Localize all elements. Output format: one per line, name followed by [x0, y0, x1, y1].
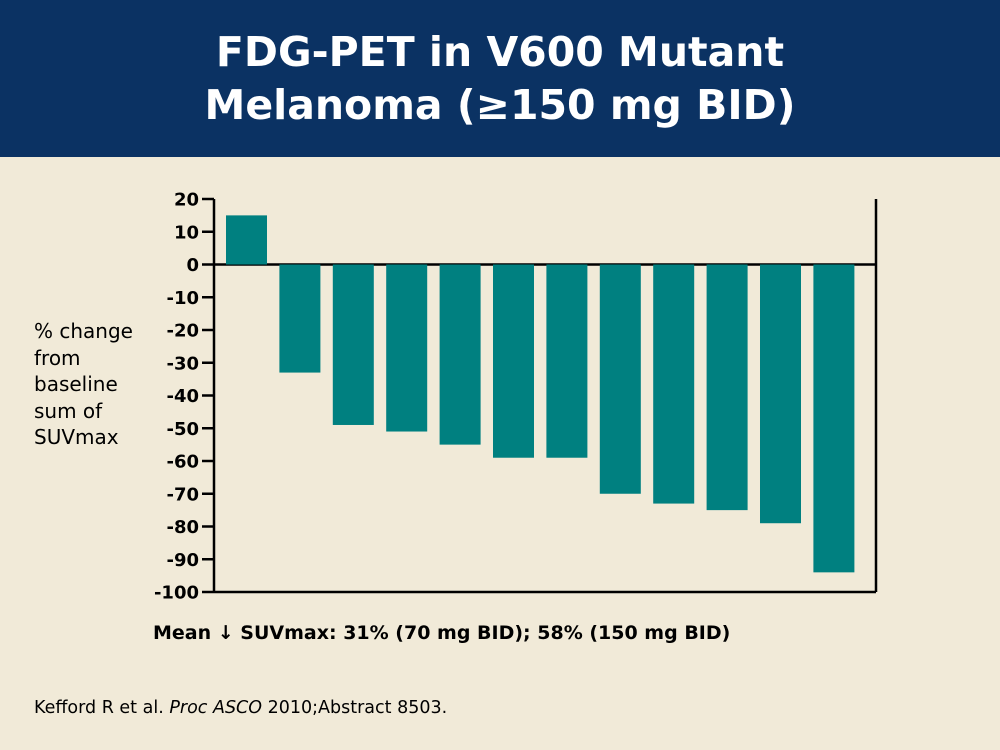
- title-banner: FDG-PET in V600 Mutant Melanoma (≥150 mg…: [0, 0, 1000, 157]
- y-tick-label: -60: [166, 452, 199, 473]
- slide-title: FDG-PET in V600 Mutant Melanoma (≥150 mg…: [204, 27, 796, 129]
- bar: [653, 264, 695, 504]
- y-tick-label: 10: [174, 222, 199, 243]
- y-tick-label: -40: [166, 386, 199, 407]
- citation-rest: 2010;Abstract 8503.: [262, 698, 448, 718]
- bar: [546, 264, 588, 458]
- citation-journal: Proc ASCO: [169, 698, 263, 718]
- bar: [386, 264, 428, 432]
- bar: [226, 215, 267, 265]
- y-tick-label: 0: [186, 255, 199, 276]
- y-tick-label: -90: [166, 550, 199, 571]
- y-tick-label: -10: [166, 288, 199, 309]
- y-tick-label: -30: [166, 353, 199, 374]
- citation: Kefford R et al. Proc ASCO 2010;Abstract…: [34, 698, 447, 718]
- bar: [599, 264, 641, 494]
- y-tick-label: 20: [174, 190, 199, 211]
- bar: [760, 264, 801, 524]
- y-tick-label: -80: [166, 517, 199, 538]
- bar: [332, 264, 374, 425]
- bar: [279, 264, 321, 373]
- y-tick-label: -70: [166, 484, 199, 505]
- bar: [493, 264, 534, 458]
- bar: [439, 264, 481, 445]
- y-tick-label: -20: [166, 321, 199, 342]
- chart-bars: [226, 215, 855, 573]
- y-tick-label: -50: [166, 419, 199, 440]
- citation-authors: Kefford R et al.: [34, 698, 170, 718]
- y-axis-label: % change from baseline sum of SUVmax: [34, 319, 133, 449]
- y-tick-label: -100: [154, 583, 199, 604]
- mean-suvmax-caption: Mean ↓ SUVmax: 31% (70 mg BID); 58% (150…: [153, 622, 731, 644]
- y-axis-ticks: 20 10 0 -10 -20 -30 -40 -50 -60 -70 -80 -90 -100: [154, 190, 214, 604]
- bar: [813, 264, 855, 573]
- bar: [706, 264, 748, 511]
